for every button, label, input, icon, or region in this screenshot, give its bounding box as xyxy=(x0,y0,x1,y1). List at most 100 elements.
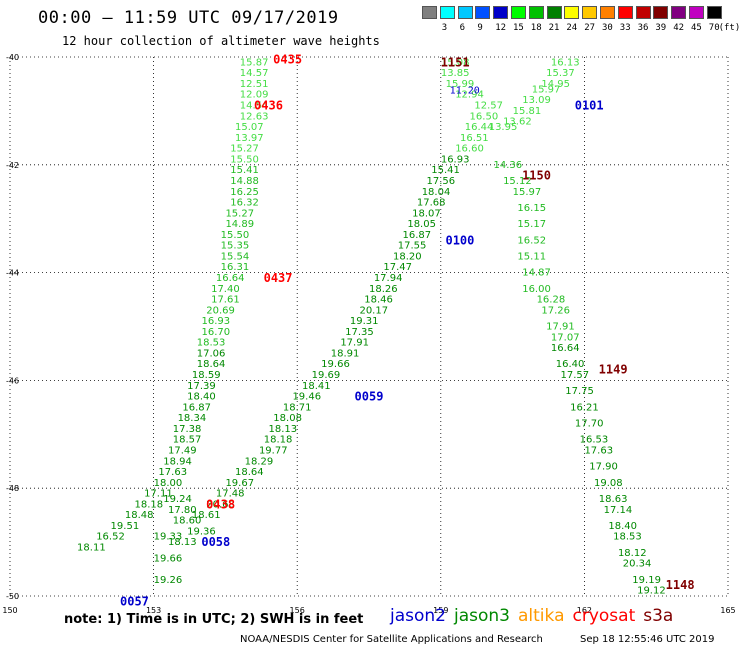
wave-height-label: 18.64 xyxy=(235,467,264,478)
pass-time-label: 1149 xyxy=(599,363,628,377)
legend-swatch xyxy=(671,6,687,19)
wave-height-label: 16.21 xyxy=(570,402,599,413)
wave-height-label: 16.31 xyxy=(221,262,250,273)
legend-swatch xyxy=(617,6,633,19)
wave-height-label: 17.61 xyxy=(211,295,240,306)
axis-labels: 150 153 156 159 162 165 -40 -42 -44 -46 -48 -50 xyxy=(2,53,735,615)
wave-height-label: 18.07 xyxy=(412,208,441,219)
wave-height-label: 19.77 xyxy=(259,445,288,456)
legend-swatch xyxy=(635,6,651,19)
wave-height-label: 17.91 xyxy=(546,322,575,333)
wave-height-label: 15.12 xyxy=(503,176,532,187)
wave-height-label: 18.04 xyxy=(422,187,451,198)
wave-height-label: 17.68 xyxy=(417,198,446,209)
wave-height-label: 16.25 xyxy=(230,187,259,198)
wave-height-label: 17.63 xyxy=(584,445,613,456)
wave-height-label: 15.97 xyxy=(513,187,542,198)
map-subtitle: 12 hour collection of altimeter wave hei… xyxy=(62,34,380,48)
wave-height-label: 16.15 xyxy=(517,203,546,214)
wave-height-label: 17.07 xyxy=(551,332,580,343)
satellite-name: jason2 xyxy=(390,606,446,626)
legend-label: 21 xyxy=(548,23,560,33)
wave-height-label: 18.91 xyxy=(331,348,360,359)
wave-height-label: 17.90 xyxy=(589,462,618,473)
legend-swatch xyxy=(582,6,598,19)
wave-height-label: 16.64 xyxy=(216,273,245,284)
footer-note: note: 1) Time is in UTC; 2) SWH is in fe… xyxy=(64,612,364,627)
wave-height-label: 19.51 xyxy=(111,521,140,532)
legend-label: 3 xyxy=(441,23,448,33)
wave-height-label: 18.26 xyxy=(369,284,398,295)
pass-time-label: 1148 xyxy=(666,578,695,592)
wave-height-label: 12.51 xyxy=(240,79,269,90)
wave-height-label: 19.36 xyxy=(187,526,216,537)
wave-height-label: 18.59 xyxy=(192,370,221,381)
wave-height-label: 14.88 xyxy=(230,176,259,187)
wave-height-label: 18.40 xyxy=(608,521,637,532)
wave-height-label: 15.08 xyxy=(441,57,470,68)
wave-height-label: 19.33 xyxy=(154,532,183,543)
legend-swatch xyxy=(653,6,669,19)
wave-height-label: 18.41 xyxy=(302,381,331,392)
wave-height-label: 18.13 xyxy=(269,424,298,435)
satellite-name: altika xyxy=(518,606,565,626)
wave-height-label: 18.57 xyxy=(173,435,202,446)
lat-tick-label: -40 xyxy=(6,53,19,62)
legend-swatch xyxy=(439,6,455,19)
wave-height-label: 14.87 xyxy=(522,268,551,279)
lon-tick-label: 156 xyxy=(290,606,305,615)
wave-height-label: 18.11 xyxy=(77,542,106,553)
wave-height-label: 17.11 xyxy=(144,489,173,500)
legend-label: 9 xyxy=(477,23,483,33)
pass-time-label: 1150 xyxy=(522,169,551,183)
wave-height-label: 15.41 xyxy=(431,165,460,176)
wave-height-label: 17.06 xyxy=(197,348,226,359)
wave-height-label: 20.17 xyxy=(359,305,388,316)
legend-label: 30 xyxy=(602,23,613,33)
pass-time-label: 0438 xyxy=(206,497,235,511)
legend-swatch xyxy=(475,6,491,19)
wave-height-label: 15.54 xyxy=(221,251,250,262)
wave-height-label: 16.53 xyxy=(580,435,609,446)
legend-swatch xyxy=(528,6,544,19)
pass-time-label: 0057 xyxy=(120,594,149,608)
wave-height-label: 17.40 xyxy=(211,284,240,295)
wave-height-label: 19.26 xyxy=(154,575,183,586)
lon-tick-label: 159 xyxy=(433,606,448,615)
legend-label: 36 xyxy=(637,23,649,33)
wave-height-label: 16.60 xyxy=(455,144,484,155)
lon-tick-label: 165 xyxy=(720,606,735,615)
wave-height-label: 18.18 xyxy=(134,499,163,510)
wave-height-label: 15.27 xyxy=(225,208,254,219)
pass-time-label: 0436 xyxy=(254,99,283,113)
wave-height-label: 15.11 xyxy=(517,251,546,262)
wave-height-label: 13.97 xyxy=(235,133,264,144)
wave-height-label: 19.66 xyxy=(321,359,350,370)
wave-height-label: 19.24 xyxy=(163,494,192,505)
wave-height-label: 12.57 xyxy=(474,101,503,112)
legend-label: 24 xyxy=(566,23,578,33)
wave-height-label: 20.34 xyxy=(623,559,652,570)
wave-height-label: 16.00 xyxy=(522,284,551,295)
wave-height-label: 17.14 xyxy=(604,505,633,516)
wave-height-label: 15.27 xyxy=(230,144,259,155)
satellite-key: jason2 jason3 altika cryosat s3a xyxy=(390,606,681,626)
wave-height-label: 15.97 xyxy=(532,84,561,95)
legend-swatch xyxy=(564,6,580,19)
wave-height-label: 17.35 xyxy=(345,327,374,338)
wave-height-label: 19.46 xyxy=(292,392,321,403)
wave-height-label: 17.94 xyxy=(374,273,403,284)
lat-tick-label: -50 xyxy=(6,592,19,601)
wave-height-label: 19.12 xyxy=(637,586,666,597)
wave-height-label: 17.55 xyxy=(398,241,427,252)
wave-height-label: 17.63 xyxy=(158,467,187,478)
legend-swatch xyxy=(706,6,722,19)
pass-time-label: 0435 xyxy=(273,53,302,67)
wave-height-label: 14.54 xyxy=(240,101,269,112)
pass-time-label: 0059 xyxy=(355,390,384,404)
pass-time-label: 0437 xyxy=(264,271,293,285)
wave-height-label: 15.41 xyxy=(230,165,259,176)
legend-swatch xyxy=(511,6,526,19)
wave-height-label: 18.13 xyxy=(168,537,197,548)
lat-tick-label: -42 xyxy=(6,161,19,170)
